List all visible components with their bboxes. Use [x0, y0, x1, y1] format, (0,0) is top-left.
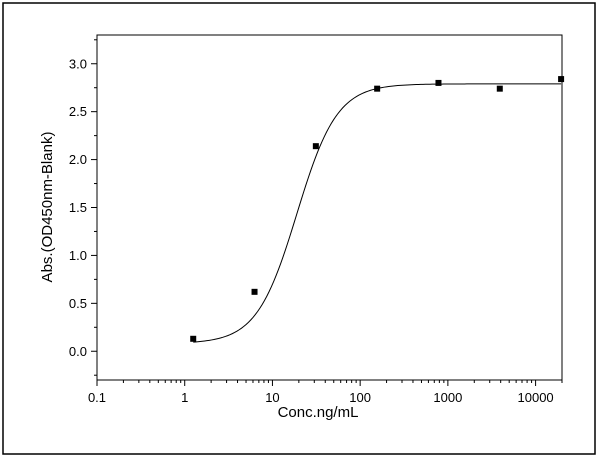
y-tick-label: 0.5 [69, 296, 87, 311]
y-tick-label: 1.0 [69, 248, 87, 263]
x-axis-ticks: 0.1 1 10 100 1000 10000 [88, 380, 563, 405]
outer-border [2, 2, 596, 455]
x-tick-label: 100 [349, 390, 371, 405]
data-point [251, 288, 258, 295]
y-tick-label: 1.5 [69, 200, 87, 215]
y-axis-title: Abs.(OD450nm-Blank) [39, 132, 56, 283]
y-tick-label: 2.0 [69, 152, 87, 167]
x-tick-label: 0.1 [88, 390, 106, 405]
x-tick-label: 1000 [433, 390, 462, 405]
x-tick-label: 1 [181, 390, 188, 405]
data-point [374, 85, 381, 92]
x-axis-title: Conc.ng/mL [278, 404, 359, 421]
x-tick-label: 10 [265, 390, 279, 405]
data-point [558, 76, 565, 83]
y-tick-label: 3.0 [69, 56, 87, 71]
y-tick-label: 2.5 [69, 104, 87, 119]
data-point [312, 143, 319, 150]
y-axis-ticks: 0.0 0.5 1.0 1.5 2.0 2.5 3.0 [69, 39, 97, 376]
y-tick-label: 0.0 [69, 344, 87, 359]
data-point [190, 335, 197, 342]
x-tick-label: 10000 [518, 390, 554, 405]
data-point [435, 79, 442, 86]
data-point [496, 85, 503, 92]
data-points [190, 76, 565, 342]
